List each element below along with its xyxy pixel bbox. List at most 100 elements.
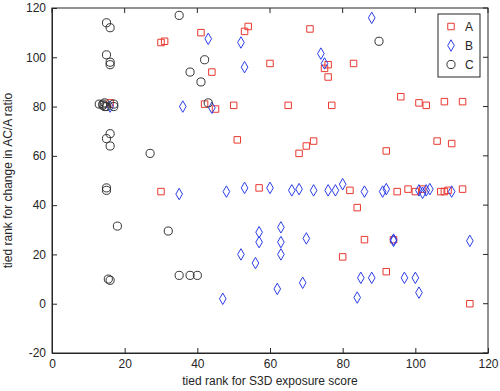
tick-mark [52, 57, 57, 58]
plot-area: 020406080100120-20020406080100120ABC [26, 1, 499, 370]
legend-label: B [465, 39, 473, 53]
tick: 100 [406, 348, 426, 371]
point [303, 233, 310, 244]
point [325, 74, 331, 80]
point [278, 222, 285, 233]
tick-label: 20 [33, 248, 47, 262]
point [278, 249, 285, 260]
tick-mark [52, 8, 57, 9]
tick: 0 [39, 297, 57, 311]
point [102, 186, 110, 194]
tick-mark [52, 304, 57, 305]
point [205, 33, 212, 44]
point [354, 204, 360, 210]
point [102, 51, 110, 59]
tick-mark [125, 348, 126, 353]
point [106, 276, 114, 284]
point [307, 26, 313, 32]
point [256, 227, 263, 238]
tick-mark [343, 348, 344, 353]
tick-label: 120 [26, 1, 46, 15]
tick-mark [483, 8, 488, 9]
series [107, 23, 473, 307]
point [201, 56, 209, 64]
point [245, 23, 251, 29]
point [416, 100, 422, 106]
point [113, 222, 121, 230]
point [383, 268, 389, 274]
tick-mark [483, 106, 488, 107]
x-axis-title: tied rank for S3D exposure score [182, 374, 358, 388]
chart: 020406080100120-20020406080100120ABCtied… [0, 0, 500, 391]
point [110, 103, 118, 111]
point [339, 178, 346, 189]
axis-line [53, 353, 489, 354]
point [230, 102, 236, 108]
tick: 80 [33, 100, 57, 114]
tick-label: 100 [406, 357, 426, 371]
point [197, 78, 205, 86]
tick: 40 [191, 348, 205, 371]
point [267, 60, 273, 66]
point [158, 188, 164, 194]
point [299, 277, 306, 288]
tick-label: 60 [33, 149, 47, 163]
tick: 120 [26, 1, 57, 15]
tick: 20 [118, 348, 132, 371]
point [354, 292, 361, 303]
tick-label: 0 [39, 297, 46, 311]
points [95, 11, 473, 307]
tick-label: 80 [33, 100, 47, 114]
x-axis: 020406080100120 [49, 348, 499, 371]
point [161, 38, 167, 44]
legend: ABC [438, 14, 480, 77]
point [256, 185, 262, 191]
tick-mark [197, 348, 198, 353]
point [106, 61, 114, 69]
point [390, 234, 397, 245]
tick-label: 120 [478, 357, 498, 371]
tick-mark [483, 353, 488, 354]
point [223, 186, 230, 197]
point [332, 185, 339, 196]
point [325, 185, 332, 196]
point [361, 236, 367, 242]
tick: 40 [33, 198, 57, 212]
point [278, 236, 285, 247]
tick-mark [483, 254, 488, 255]
series [95, 11, 383, 284]
point [467, 235, 474, 246]
point [412, 272, 419, 283]
point [423, 102, 429, 108]
y-axis: -20020406080100120 [26, 1, 57, 360]
point [383, 148, 389, 154]
point [398, 93, 404, 99]
point [368, 12, 375, 23]
tick-mark [415, 8, 416, 13]
tick: -20 [29, 346, 57, 360]
point [296, 183, 303, 194]
tick-mark [483, 205, 488, 206]
point [401, 272, 408, 283]
point [110, 100, 118, 108]
tick-mark [270, 348, 271, 353]
point [164, 227, 172, 235]
point [303, 143, 309, 149]
tick-mark [52, 353, 57, 354]
point [288, 185, 295, 196]
point [383, 183, 390, 194]
point [394, 188, 400, 194]
tick-mark [270, 8, 271, 13]
point [285, 102, 291, 108]
tick-mark [197, 8, 198, 13]
point [375, 37, 383, 45]
tick-mark [52, 205, 57, 206]
tick-mark [488, 348, 489, 353]
point [467, 300, 473, 306]
top-ticks [52, 8, 488, 353]
point [241, 182, 248, 193]
tick-mark [342, 8, 343, 13]
legend-label: C [465, 58, 474, 72]
point [193, 271, 201, 279]
point [175, 11, 183, 19]
